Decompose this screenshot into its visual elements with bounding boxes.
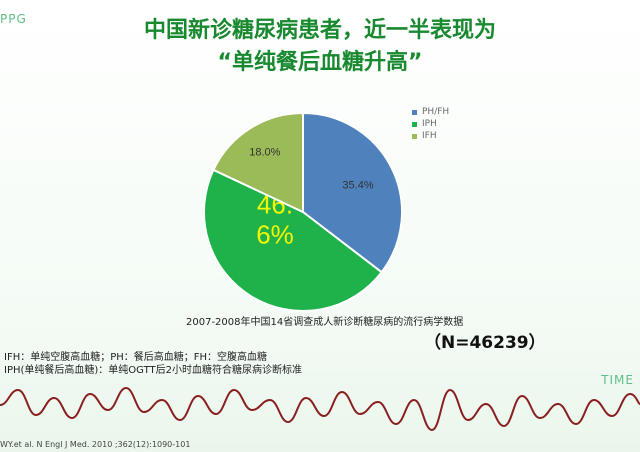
note-line: IPH(单纯餐后高血糖)：单纯OGTT后2小时血糖符合糖尿病诊断标准 bbox=[4, 365, 302, 376]
wave-line bbox=[0, 386, 640, 432]
legend-label: IPH bbox=[422, 119, 437, 129]
page-subtitle: “单纯餐后血糖升高” bbox=[217, 50, 423, 75]
legend-item-iph: IPH bbox=[412, 118, 449, 130]
pie-slice-ph-fh bbox=[302, 111, 403, 274]
legend-item-ph-fh: PH/FH bbox=[412, 106, 449, 118]
page-title: 中国新诊糖尿病患者，近一半表现为 bbox=[143, 18, 496, 43]
time-label: TIME bbox=[601, 373, 634, 387]
reference-citation: WY.et al. N Engl J Med. 2010 ;362(12):10… bbox=[0, 440, 191, 449]
pie-data-label: 18.0% bbox=[249, 147, 280, 159]
pie-slice-ifh bbox=[212, 111, 304, 214]
abbreviation-notes: IFH：单纯空腹高血糖；PH：餐后高血糖；FH：空腹高血糖 IPH(单纯餐后高血… bbox=[4, 351, 302, 377]
legend-swatch bbox=[412, 133, 417, 139]
legend-item-ifh: IFH bbox=[412, 130, 449, 142]
chart-caption: 2007-2008年中国14省调查成人新诊断糖尿病的流行病学数据 bbox=[186, 317, 464, 328]
pie-data-label: 35.4% bbox=[342, 180, 373, 192]
glucose-wave-decoration bbox=[0, 386, 640, 432]
sample-size: （N=46239） bbox=[424, 333, 546, 353]
legend-label: IFH bbox=[422, 131, 437, 141]
legend-swatch bbox=[412, 109, 417, 115]
corner-label: PPG bbox=[0, 12, 27, 26]
legend-swatch bbox=[412, 121, 417, 127]
pie-slice-iph bbox=[203, 168, 384, 312]
legend-label: PH/FH bbox=[422, 107, 450, 117]
chart-legend: PH/FH IPH IFH bbox=[412, 106, 449, 142]
note-line: IFH：单纯空腹高血糖；PH：餐后高血糖；FH：空腹高血糖 bbox=[4, 352, 268, 363]
